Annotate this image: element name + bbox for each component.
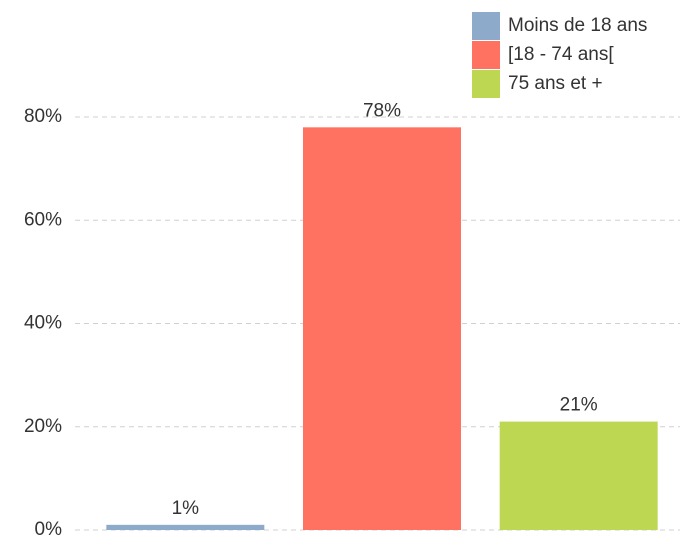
legend-label: 75 ans et + [508, 73, 603, 94]
bar [499, 421, 658, 530]
data-label: 78% [363, 100, 401, 121]
y-tick-label: 20% [24, 416, 62, 437]
y-tick-label: 80% [24, 106, 62, 127]
legend-label: Moins de 18 ans [508, 15, 647, 36]
data-label: 1% [172, 498, 200, 519]
bar [303, 127, 461, 530]
data-label: 21% [560, 395, 598, 416]
legend-label: [18 - 74 ans[ [508, 44, 614, 65]
y-tick-label: 40% [24, 313, 62, 334]
y-tick-label: 60% [24, 209, 62, 230]
y-tick-label: 0% [35, 519, 63, 538]
legend-swatch [472, 41, 500, 69]
legend-swatch [472, 12, 500, 40]
legend-swatch [472, 70, 500, 98]
bar [106, 524, 265, 530]
